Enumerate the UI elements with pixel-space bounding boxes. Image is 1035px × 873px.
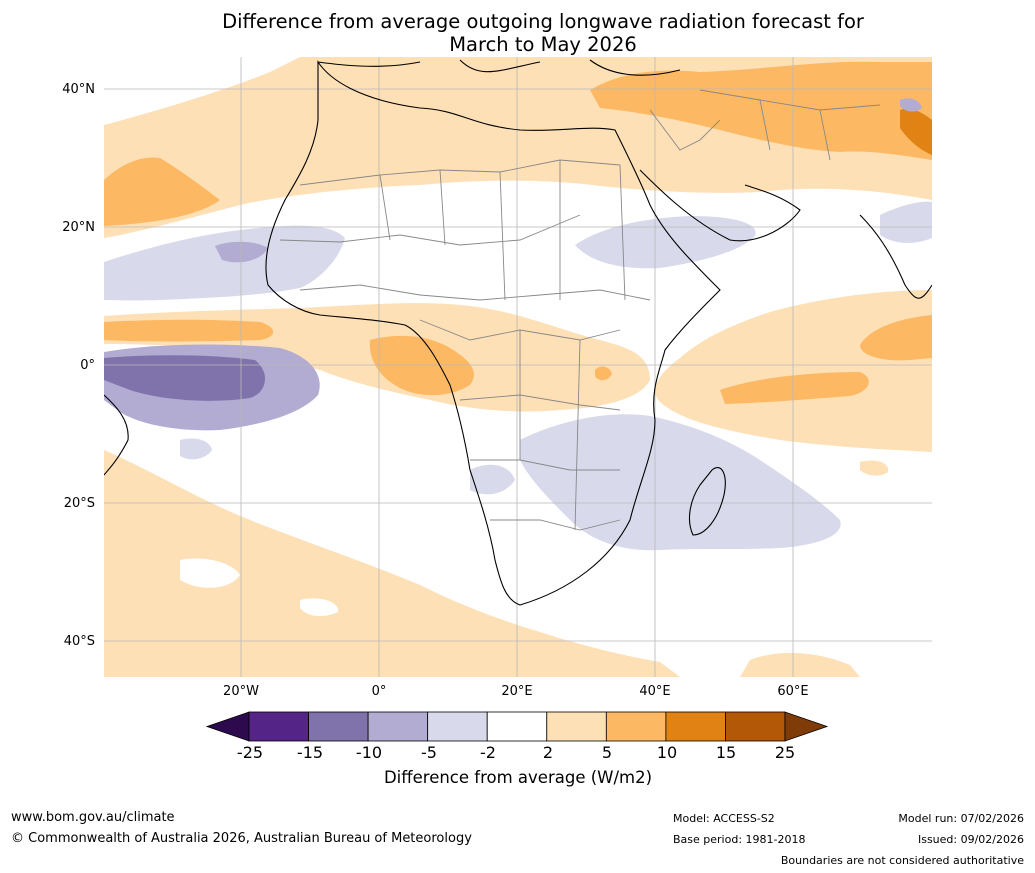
anomaly-region-middle-east — [590, 61, 932, 160]
colorbar-extend-max — [784, 711, 829, 742]
lon-label-60e: 60°E — [777, 684, 809, 699]
footer-website[interactable]: www.bom.gov.au/climate — [11, 810, 175, 825]
colorbar-box — [546, 711, 607, 742]
colorbar-tick: -2 — [480, 743, 496, 762]
south-america-coastline — [104, 394, 129, 476]
anomaly-region-atlantic-strong-negative — [104, 355, 266, 401]
india-coastline — [859, 214, 932, 299]
colorbar-tick: 25 — [774, 743, 796, 762]
colorbar-tick: 5 — [601, 743, 613, 762]
lat-label-40s: 40°S — [63, 634, 95, 649]
anomaly-region-southern-africa — [520, 414, 841, 551]
lat-label-40n: 40°N — [62, 82, 95, 97]
colorbar-tick: -5 — [421, 743, 437, 762]
colorbar-tick: 15 — [715, 743, 737, 762]
anomaly-region-lake-victoria — [595, 366, 612, 381]
anomaly-region-equatorial-west-atlantic — [180, 438, 212, 460]
anomaly-region-india — [880, 201, 932, 243]
graticule — [104, 57, 932, 677]
anomaly-region-east-indian-ocean — [860, 315, 932, 361]
anomaly-region-indian-ocean — [655, 290, 932, 452]
lon-label-20e: 20°E — [501, 684, 533, 699]
anomaly-region-asia-strong — [900, 108, 932, 155]
anomaly-region-botswana — [470, 464, 515, 495]
anomaly-gap — [300, 598, 339, 617]
colorbar-tick: 10 — [656, 743, 678, 762]
lon-label-20w: 20°W — [223, 684, 259, 699]
africa-coastline — [265, 60, 721, 606]
country-borders — [279, 89, 881, 531]
lon-label-0: 0° — [371, 684, 387, 699]
colorbar-tick: 2 — [542, 743, 554, 762]
footer-model-run: Model run: 07/02/2026 — [898, 812, 1024, 825]
lat-label-20s: 20°S — [63, 496, 95, 511]
anomaly-region-equatorial-band — [104, 319, 274, 342]
footer-issued: Issued: 09/02/2026 — [917, 833, 1024, 846]
footer-base-period: Base period: 1981-2018 — [673, 833, 806, 846]
colorbar-box — [605, 711, 667, 742]
colorbar-tick: -25 — [236, 743, 264, 762]
anomaly-region-south-indian — [860, 460, 889, 476]
colorbar-boxes — [248, 711, 786, 742]
colorbar-box — [486, 711, 548, 742]
colorbar-box — [725, 711, 786, 742]
lat-label-20n: 20°N — [62, 220, 95, 235]
colorbar-box — [665, 711, 726, 742]
arabia-coastline — [639, 169, 801, 242]
map-title-line-2: March to May 2026 — [449, 33, 637, 56]
colorbar-box — [427, 711, 488, 742]
colorbar-tick: -10 — [355, 743, 383, 762]
anomaly-region-south-atlantic — [104, 450, 680, 677]
lon-label-40e: 40°E — [639, 684, 671, 699]
footer-copyright: © Commonwealth of Australia 2026, Austra… — [11, 831, 472, 846]
europe-coastline — [317, 59, 681, 76]
coastlines — [104, 59, 932, 606]
anomaly-region-senegal — [215, 241, 268, 263]
footer-model: Model: ACCESS-S2 — [673, 812, 775, 825]
colorbar-box — [367, 711, 429, 742]
lat-label-0: 0° — [80, 358, 95, 373]
anomaly-region-himalaya — [900, 98, 922, 112]
map-title-line-1: Difference from average outgoing longwav… — [222, 10, 864, 33]
colorbar-box — [308, 711, 369, 742]
anomaly-region-central-indian — [720, 372, 869, 404]
madagascar-coastline — [688, 467, 726, 536]
footer-boundaries-note: Boundaries are not considered authoritat… — [780, 854, 1024, 867]
colorbar-tick: -15 — [296, 743, 324, 762]
anomaly-region-northwest-atlantic — [104, 157, 220, 226]
anomaly-field — [104, 57, 932, 677]
colorbar-extend-min — [205, 711, 250, 742]
colorbar-label: Difference from average (W/m2) — [383, 768, 653, 787]
anomaly-gap — [180, 558, 240, 588]
anomaly-region-southeast — [740, 652, 860, 677]
colorbar-box — [248, 711, 309, 742]
anomaly-region-west-africa-sahel — [104, 225, 345, 301]
